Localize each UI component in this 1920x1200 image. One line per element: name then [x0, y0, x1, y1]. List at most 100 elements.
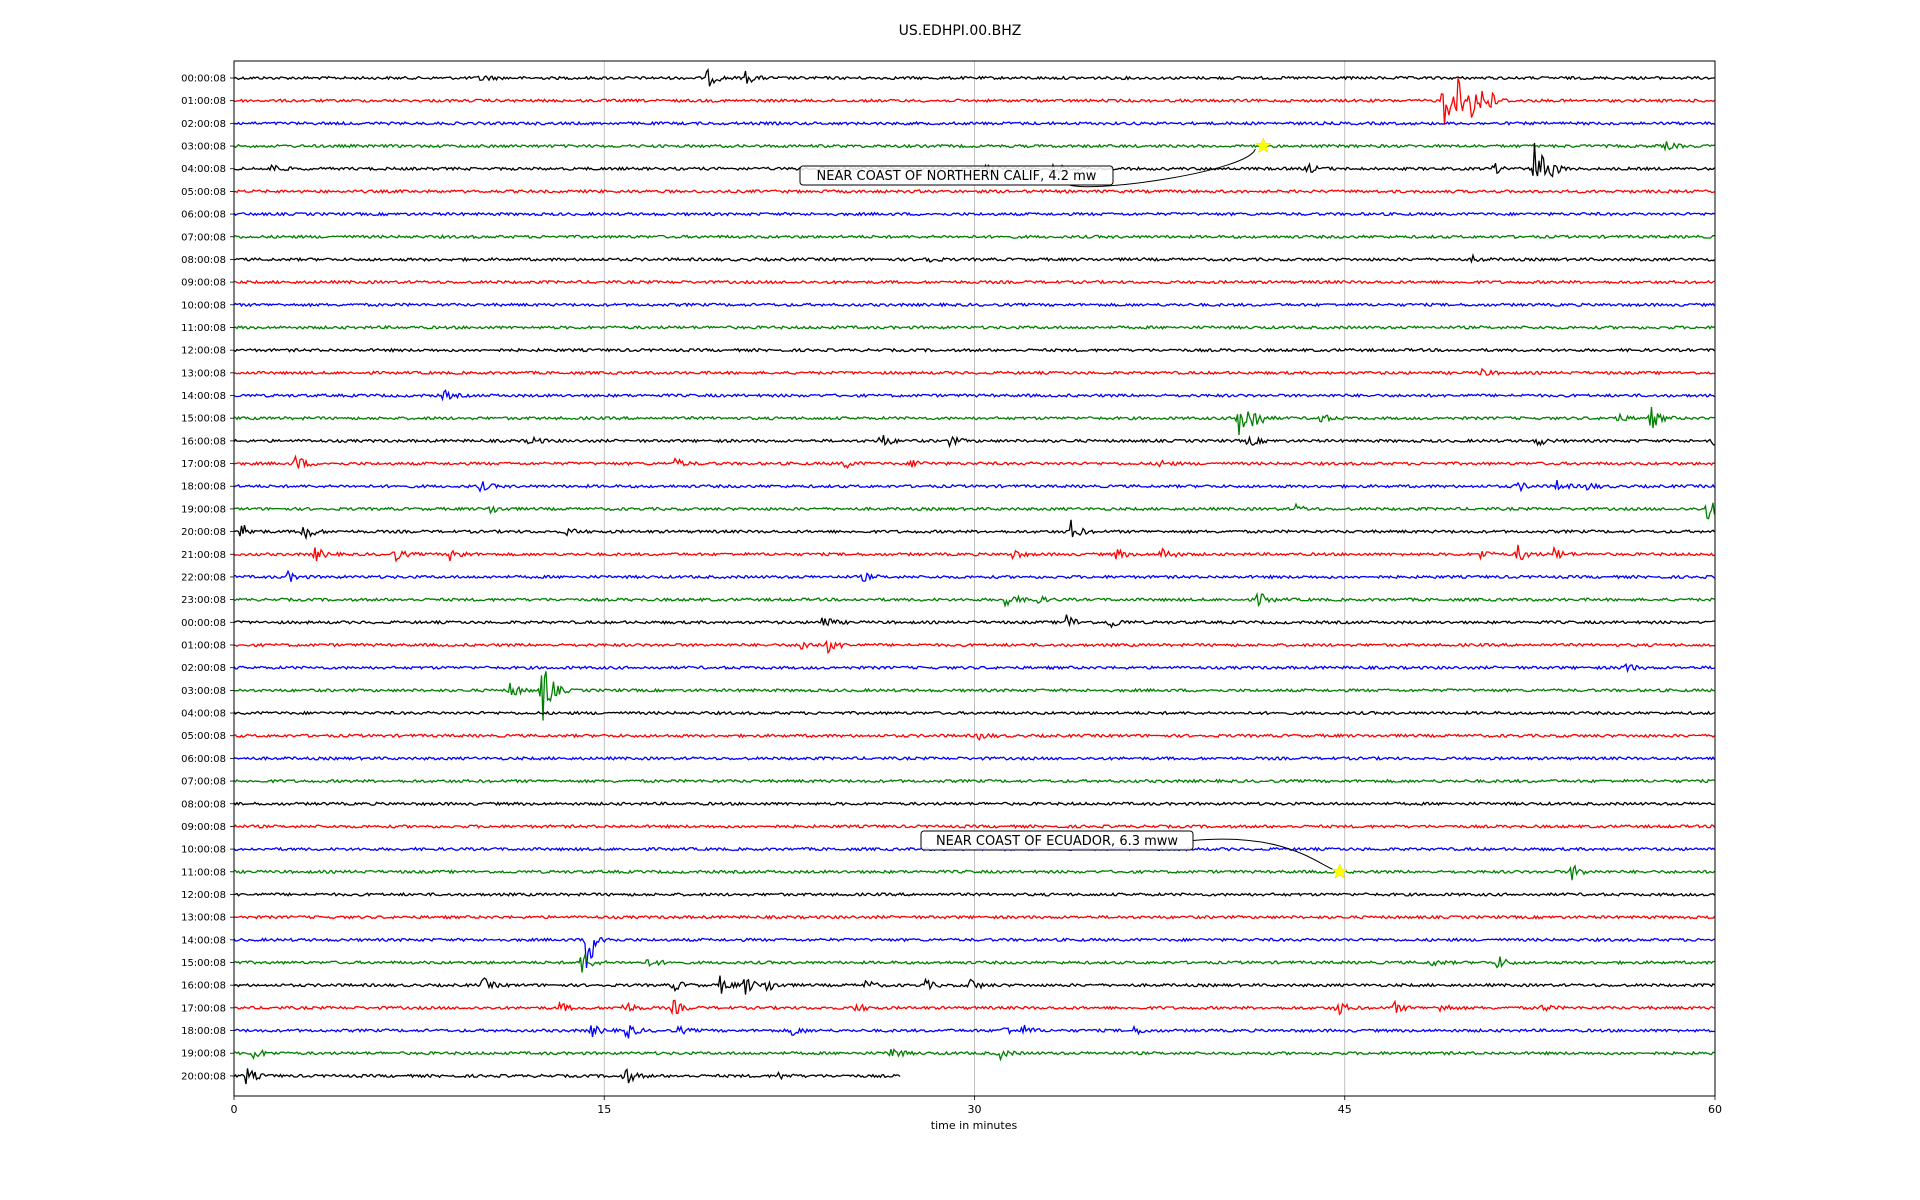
row-label: 16:00:08 [181, 436, 226, 447]
plot-frame [233, 60, 1716, 1097]
trace-row-30 [233, 755, 1716, 761]
trace-row-19 [233, 502, 1716, 520]
row-label: 11:00:08 [181, 867, 226, 878]
trace-row-9 [233, 279, 1715, 285]
row-label: 02:00:08 [181, 663, 226, 674]
row-label: 01:00:08 [181, 641, 226, 652]
x-tick-label: 30 [968, 1103, 982, 1116]
trace-row-26 [233, 662, 1715, 674]
trace-row-3 [233, 141, 1715, 152]
trace-row-32 [233, 801, 1715, 807]
seismic-traces [233, 67, 1716, 1085]
event-annotation-1: NEAR COAST OF ECUADOR, 6.3 mww [920, 830, 1349, 879]
row-label: 22:00:08 [181, 572, 226, 583]
row-label: 17:00:08 [181, 459, 226, 470]
row-label: 13:00:08 [181, 913, 226, 924]
trace-row-15 [233, 406, 1715, 436]
trace-row-22 [233, 569, 1715, 582]
row-label: 18:00:08 [181, 482, 226, 493]
trace-row-17 [233, 454, 1715, 470]
row-label: 23:00:08 [181, 595, 226, 606]
row-label: 15:00:08 [181, 958, 226, 969]
trace-row-29 [233, 732, 1715, 741]
trace-row-38 [233, 936, 1715, 968]
row-label: 13:00:08 [181, 368, 226, 379]
trace-row-18 [233, 479, 1716, 493]
row-label: 14:00:08 [181, 391, 226, 402]
trace-row-25 [233, 639, 1715, 655]
trace-row-11 [233, 324, 1715, 331]
row-label: 16:00:08 [181, 981, 226, 992]
event-label: NEAR COAST OF NORTHERN CALIF, 4.2 mw [817, 169, 1097, 184]
trace-row-6 [233, 211, 1715, 217]
trace-row-8 [233, 252, 1715, 264]
trace-row-44 [233, 1068, 901, 1085]
trace-row-16 [233, 435, 1715, 449]
row-label: 03:00:08 [181, 142, 226, 153]
x-tick-label: 0 [231, 1103, 238, 1116]
row-label: 15:00:08 [181, 414, 226, 425]
event-connector [1069, 148, 1256, 188]
row-label: 17:00:08 [181, 1003, 226, 1014]
row-label: 09:00:08 [181, 822, 226, 833]
trace-row-24 [233, 614, 1715, 629]
row-label: 08:00:08 [181, 799, 226, 810]
row-label: 19:00:08 [181, 504, 226, 515]
trace-row-35 [233, 864, 1715, 881]
x-tick-label: 60 [1708, 1103, 1722, 1116]
event-label-box [920, 830, 1194, 851]
trace-row-7 [233, 234, 1715, 240]
event-star-icon [1255, 137, 1272, 154]
event-connector [1192, 838, 1335, 871]
row-label: 08:00:08 [181, 255, 226, 266]
trace-row-5 [233, 188, 1715, 195]
row-label: 05:00:08 [181, 731, 226, 742]
row-label: 04:00:08 [181, 709, 226, 720]
x-axis-ticks: 0 15 30 45 60 [231, 1096, 1722, 1116]
trace-row-40 [233, 975, 1715, 995]
trace-row-13 [233, 367, 1715, 376]
trace-row-41 [233, 999, 1715, 1016]
trace-row-28 [233, 710, 1715, 716]
trace-row-33 [233, 823, 1716, 830]
row-time-labels: 00:00:08 01:00:08 02:00:08 03:00:08 04:00:08… [181, 74, 234, 1082]
row-label: 02:00:08 [181, 119, 226, 130]
row-label: 18:00:08 [181, 1026, 226, 1037]
x-tick-label: 45 [1338, 1103, 1352, 1116]
event-label: NEAR COAST OF ECUADOR, 6.3 mww [936, 834, 1178, 849]
row-label: 20:00:08 [181, 1071, 226, 1082]
row-label: 21:00:08 [181, 550, 226, 561]
row-label: 10:00:08 [181, 845, 226, 856]
row-label: 03:00:08 [181, 686, 226, 697]
x-tick-label: 15 [597, 1103, 611, 1116]
event-annotation-0: NEAR COAST OF NORTHERN CALIF, 4.2 mw [799, 137, 1272, 188]
trace-row-14 [233, 389, 1715, 402]
trace-row-39 [233, 952, 1715, 973]
trace-row-12 [233, 347, 1715, 353]
row-label: 00:00:08 [181, 74, 226, 85]
trace-row-42 [233, 1024, 1715, 1039]
trace-row-10 [233, 302, 1716, 308]
trace-row-1 [233, 78, 1715, 125]
row-label: 14:00:08 [181, 935, 226, 946]
x-axis-label: time in minutes [931, 1119, 1018, 1132]
event-label-box [799, 165, 1114, 186]
chart-title: US.EDHPI.00.BHZ [899, 23, 1022, 39]
row-label: 07:00:08 [181, 777, 226, 788]
trace-row-36 [233, 891, 1715, 897]
row-label: 01:00:08 [181, 96, 226, 107]
grid-lines [603, 61, 1346, 1096]
row-label: 06:00:08 [181, 210, 226, 221]
row-label: 05:00:08 [181, 187, 226, 198]
trace-row-43 [233, 1048, 1715, 1062]
trace-row-31 [233, 778, 1715, 784]
event-annotations: NEAR COAST OF NORTHERN CALIF, 4.2 mw NEAR… [799, 137, 1349, 879]
trace-row-21 [233, 544, 1715, 563]
event-star-icon [1331, 863, 1349, 879]
row-label: 07:00:08 [181, 232, 226, 243]
row-label: 11:00:08 [181, 323, 226, 334]
row-label: 12:00:08 [181, 890, 226, 901]
row-label: 09:00:08 [181, 278, 226, 289]
row-label: 00:00:08 [181, 618, 226, 629]
